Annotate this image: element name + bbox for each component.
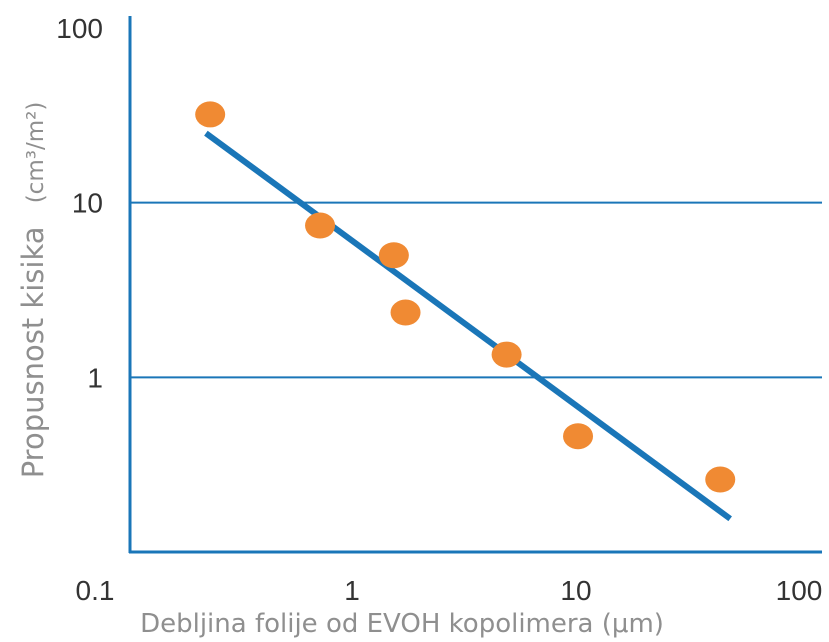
data-point [390, 299, 421, 326]
x-tick-label: 10 [560, 575, 591, 606]
y-tick-label: 100 [56, 13, 103, 44]
grid-lines [130, 201, 822, 379]
x-axis-title: Debljina folije od EVOH kopolimera (μm) [140, 609, 664, 639]
y-axis-title-main: Propusnost kisika [16, 227, 50, 479]
x-tick-labels: 0.1 1 10 100 [76, 575, 823, 606]
trend-line [204, 130, 732, 522]
y-tick-label: 10 [72, 188, 103, 219]
data-point [305, 212, 336, 239]
x-tick-label: 0.1 [76, 575, 115, 606]
data-point [378, 242, 409, 269]
y-tick-label: 1 [87, 362, 103, 393]
x-tick-label: 1 [344, 575, 360, 606]
data-point [195, 101, 226, 128]
data-point [563, 423, 594, 450]
data-point [705, 466, 736, 493]
data-points [195, 101, 736, 493]
y-axis-title: Propusnost kisika (cm³/m²) [16, 102, 50, 479]
y-tick-labels: 100 10 1 [56, 13, 103, 393]
x-tick-label: 100 [776, 575, 823, 606]
y-axis-title-unit: (cm³/m²) [23, 102, 49, 204]
data-point [491, 341, 522, 368]
